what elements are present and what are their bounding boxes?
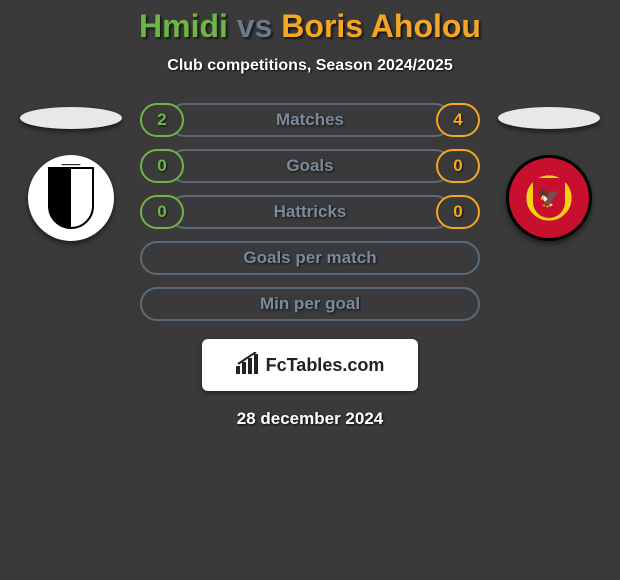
stat-left-value: 2 <box>140 103 184 137</box>
logo-text: FcTables.com <box>266 355 385 376</box>
stat-row: 2Matches4 <box>140 103 480 137</box>
stat-label: Matches <box>168 103 452 137</box>
badge-est-shield: 🦅 <box>533 178 565 218</box>
right-side: 🦅 <box>498 103 600 241</box>
right-flag <box>498 107 600 129</box>
stat-left-value: 0 <box>140 195 184 229</box>
badge-shield <box>48 167 94 229</box>
stat-right-value: 0 <box>436 149 480 183</box>
stat-left-value: 0 <box>140 149 184 183</box>
stat-label: Goals <box>168 149 452 183</box>
stat-label: Goals per match <box>140 241 480 275</box>
stat-row: Goals per match <box>140 241 480 275</box>
root: Hmidi vs Boris Aholou Club competitions,… <box>0 0 620 429</box>
stat-row: Min per goal <box>140 287 480 321</box>
left-side: ـــــــــ <box>20 103 122 241</box>
stat-label: Min per goal <box>140 287 480 321</box>
left-flag <box>20 107 122 129</box>
stats-column: 2Matches40Goals00Hattricks0Goals per mat… <box>140 103 480 321</box>
player2-name: Boris Aholou <box>281 8 481 44</box>
vs-label: vs <box>237 8 273 44</box>
left-club-badge: ـــــــــ <box>28 155 114 241</box>
stat-row: 0Hattricks0 <box>140 195 480 229</box>
subtitle: Club competitions, Season 2024/2025 <box>167 57 452 75</box>
page-title: Hmidi vs Boris Aholou <box>139 8 481 45</box>
stat-label: Hattricks <box>168 195 452 229</box>
player1-name: Hmidi <box>139 8 228 44</box>
stat-right-value: 0 <box>436 195 480 229</box>
chart-icon <box>236 352 262 379</box>
stat-right-value: 4 <box>436 103 480 137</box>
right-club-badge: 🦅 <box>506 155 592 241</box>
date-label: 28 december 2024 <box>237 409 384 429</box>
main-row: ـــــــــ 2Matches40Goals00Hattricks0Goa… <box>0 103 620 321</box>
badge-arabic-text: ـــــــــ <box>28 159 114 167</box>
stat-row: 0Goals0 <box>140 149 480 183</box>
fctables-logo: FcTables.com <box>202 339 418 391</box>
